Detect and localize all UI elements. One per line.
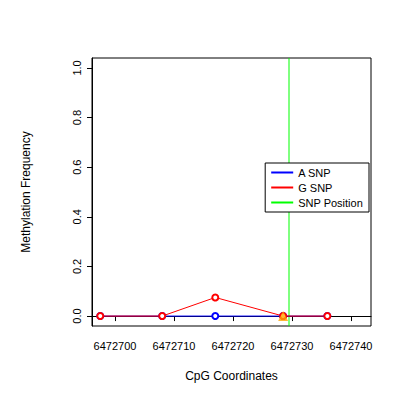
svg-text:0.4: 0.4	[71, 209, 83, 224]
svg-text:0.6: 0.6	[71, 160, 83, 175]
svg-text:0.2: 0.2	[71, 259, 83, 274]
svg-text:6472720: 6472720	[212, 340, 255, 352]
svg-text:6472740: 6472740	[330, 340, 373, 352]
svg-text:6472710: 6472710	[153, 340, 196, 352]
svg-text:0.0: 0.0	[71, 308, 83, 323]
svg-text:CpG Coordinates: CpG Coordinates	[185, 369, 278, 383]
svg-text:G SNP: G SNP	[298, 182, 332, 194]
svg-text:Methylation Frequency: Methylation Frequency	[19, 131, 33, 252]
svg-text:0.8: 0.8	[71, 110, 83, 125]
svg-text:6472700: 6472700	[94, 340, 137, 352]
svg-text:6472730: 6472730	[271, 340, 314, 352]
svg-text:A SNP: A SNP	[298, 167, 330, 179]
svg-text:SNP Position: SNP Position	[298, 197, 363, 209]
svg-text:1.0: 1.0	[71, 60, 83, 75]
